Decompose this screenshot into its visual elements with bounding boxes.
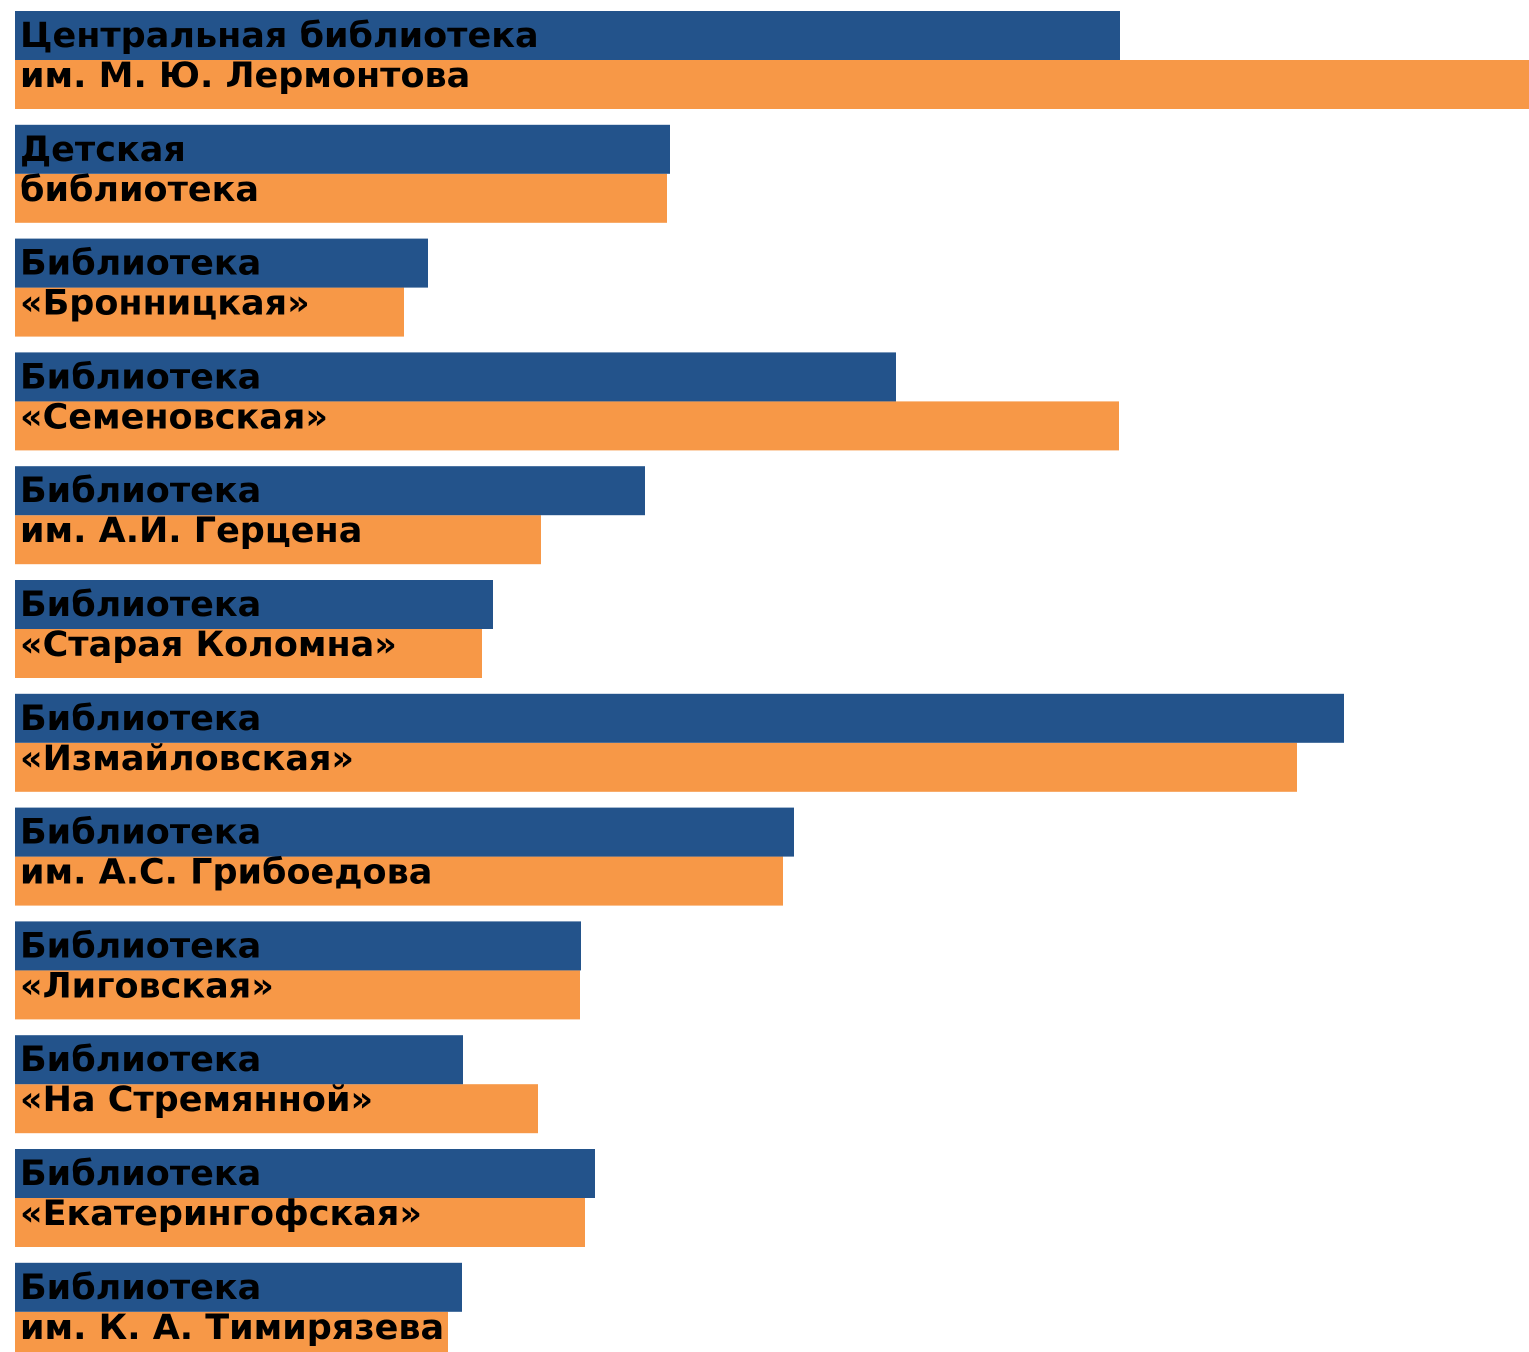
- category-label-line1: Библиотека: [20, 1040, 261, 1080]
- category-label-line1: Центральная библиотека: [20, 16, 539, 56]
- bar-series-1: [15, 11, 1120, 60]
- category-label-line2: «Бронницкая»: [20, 284, 310, 324]
- category-label-line1: Детская: [20, 130, 186, 170]
- category-label-line1: Библиотека: [20, 244, 261, 284]
- bar-series-2: [15, 1084, 538, 1134]
- bar-series-2: [15, 856, 783, 906]
- category-label-line2: «Измайловская»: [20, 739, 354, 779]
- category-label-line2: «Лиговская»: [20, 966, 274, 1006]
- bar-series-1: [15, 580, 493, 629]
- category-group: Библиотека«На Стремянной»: [15, 1035, 538, 1134]
- category-label-line1: Библиотека: [20, 699, 261, 739]
- bar-series-2: [15, 287, 404, 337]
- bar-series-2: [15, 629, 482, 678]
- category-label-line1: Библиотека: [20, 585, 261, 625]
- category-label-line2: «Семеновская»: [20, 397, 328, 437]
- bar-series-2: [15, 515, 541, 565]
- category-label-line2: им. М. Ю. Лермонтова: [20, 56, 470, 96]
- category-group: Библиотека«Старая Коломна»: [15, 580, 493, 678]
- category-label-line2: «Старая Коломна»: [20, 625, 397, 665]
- bar-series-2: [15, 401, 1119, 451]
- bar-series-2: [15, 60, 1529, 109]
- category-label-line2: им. А.С. Грибоедова: [20, 853, 432, 893]
- category-label-line1: Библиотека: [20, 1154, 261, 1194]
- category-group: Библиотека«Семеновская»: [15, 352, 1119, 451]
- bar-series-2: [15, 970, 580, 1020]
- category-label-line2: «На Стремянной»: [20, 1080, 373, 1120]
- category-label-line2: им. А.И. Герцена: [20, 511, 362, 551]
- category-group: Библиотека«Екатерингофская»: [15, 1149, 595, 1247]
- bar-series-2: [15, 1311, 448, 1352]
- category-label-line2: библиотека: [20, 170, 259, 210]
- category-group: Библиотека«Бронницкая»: [15, 238, 428, 337]
- bar-series-1: [15, 1262, 462, 1312]
- bar-series-1: [15, 1149, 595, 1198]
- bar-series-1: [15, 238, 428, 288]
- category-label-line1: Библиотека: [20, 1268, 261, 1308]
- category-label-line1: Библиотека: [20, 471, 261, 511]
- bar-series-2: [15, 1198, 585, 1247]
- bar-series-2: [15, 742, 1297, 792]
- bar-series-1: [15, 1035, 463, 1085]
- category-label-line1: Библиотека: [20, 357, 261, 397]
- category-label-line1: Библиотека: [20, 813, 261, 853]
- bar-series-1: [15, 466, 645, 516]
- bar-series-1: [15, 124, 670, 174]
- category-label-line2: им. К. А. Тимирязева: [20, 1308, 444, 1348]
- bar-series-2: [15, 173, 667, 223]
- category-group: Библиотека«Лиговская»: [15, 921, 581, 1020]
- bar-series-1: [15, 352, 896, 402]
- bar-series-1: [15, 693, 1344, 743]
- bar-series-1: [15, 807, 794, 857]
- category-label-line2: «Екатерингофская»: [20, 1194, 422, 1234]
- category-label-line1: Библиотека: [20, 926, 261, 966]
- bar-series-1: [15, 921, 581, 971]
- category-group: Библиотека«Измайловская»: [15, 693, 1344, 792]
